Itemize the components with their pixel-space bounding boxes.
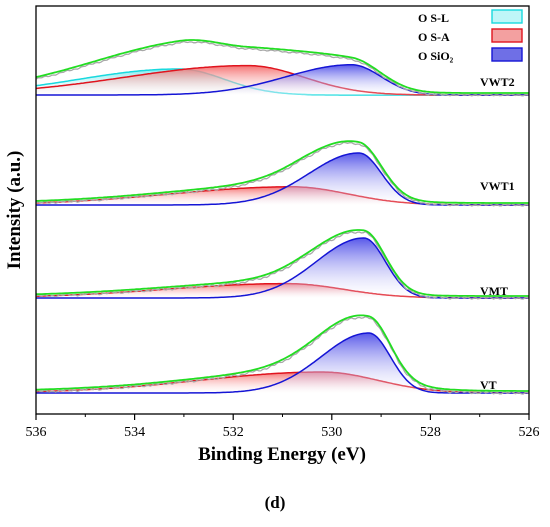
panel-vwt2: VWT2	[35, 39, 530, 97]
raw-spectrum	[35, 141, 530, 207]
peak-fill-o-sio	[36, 64, 529, 95]
peak-fill-o-sio	[36, 153, 529, 205]
fit-envelope	[36, 140, 529, 204]
sample-label-vmt: VMT	[480, 284, 508, 298]
legend-swatch-o-sio	[491, 47, 523, 62]
raw-spectrum	[35, 230, 530, 300]
raw-spectrum	[35, 316, 530, 395]
plot-frame	[35, 5, 530, 415]
peak-fill-o-sio	[36, 238, 529, 298]
fit-envelope	[36, 314, 529, 392]
y-axis-title: Intensity (a.u.)	[4, 151, 25, 270]
panel-vmt: VMT	[35, 229, 530, 300]
legend-swatch-o-s-a	[491, 28, 523, 43]
x-tick-label: 534	[124, 425, 145, 440]
peak-line-o-sio	[36, 332, 529, 394]
x-tick-label: 532	[223, 425, 244, 440]
sample-label-vt: VT	[480, 378, 497, 392]
peak-fill-o-sio	[36, 333, 529, 393]
plot-area: VWT2 VWT1 VMT VT	[35, 39, 530, 395]
x-tick-label: 530	[321, 425, 342, 440]
x-axis: 536 534 532 530 528 526	[26, 414, 540, 440]
x-tick-label: 536	[26, 425, 47, 440]
legend-label-o-s-l: O S-L	[418, 11, 449, 25]
panel-vwt1: VWT1	[35, 140, 530, 207]
legend: O S-L O S-A O SiO₂	[418, 9, 523, 63]
legend-label-o-s-a: O S-A	[418, 30, 450, 44]
fit-envelope	[36, 229, 529, 297]
sample-label-vwt2: VWT2	[480, 75, 515, 89]
x-tick-label: 526	[519, 425, 540, 440]
figure-caption: (d)	[264, 493, 286, 512]
sample-label-vwt1: VWT1	[480, 179, 515, 193]
legend-label-o-sio: O SiO₂	[418, 49, 454, 63]
panel-vt: VT	[35, 314, 530, 395]
legend-swatch-o-s-l	[491, 9, 523, 24]
fit-envelope	[35, 39, 529, 94]
x-tick-label: 528	[420, 425, 441, 440]
raw-spectrum	[35, 40, 530, 97]
x-axis-title: Binding Energy (eV)	[198, 444, 366, 465]
